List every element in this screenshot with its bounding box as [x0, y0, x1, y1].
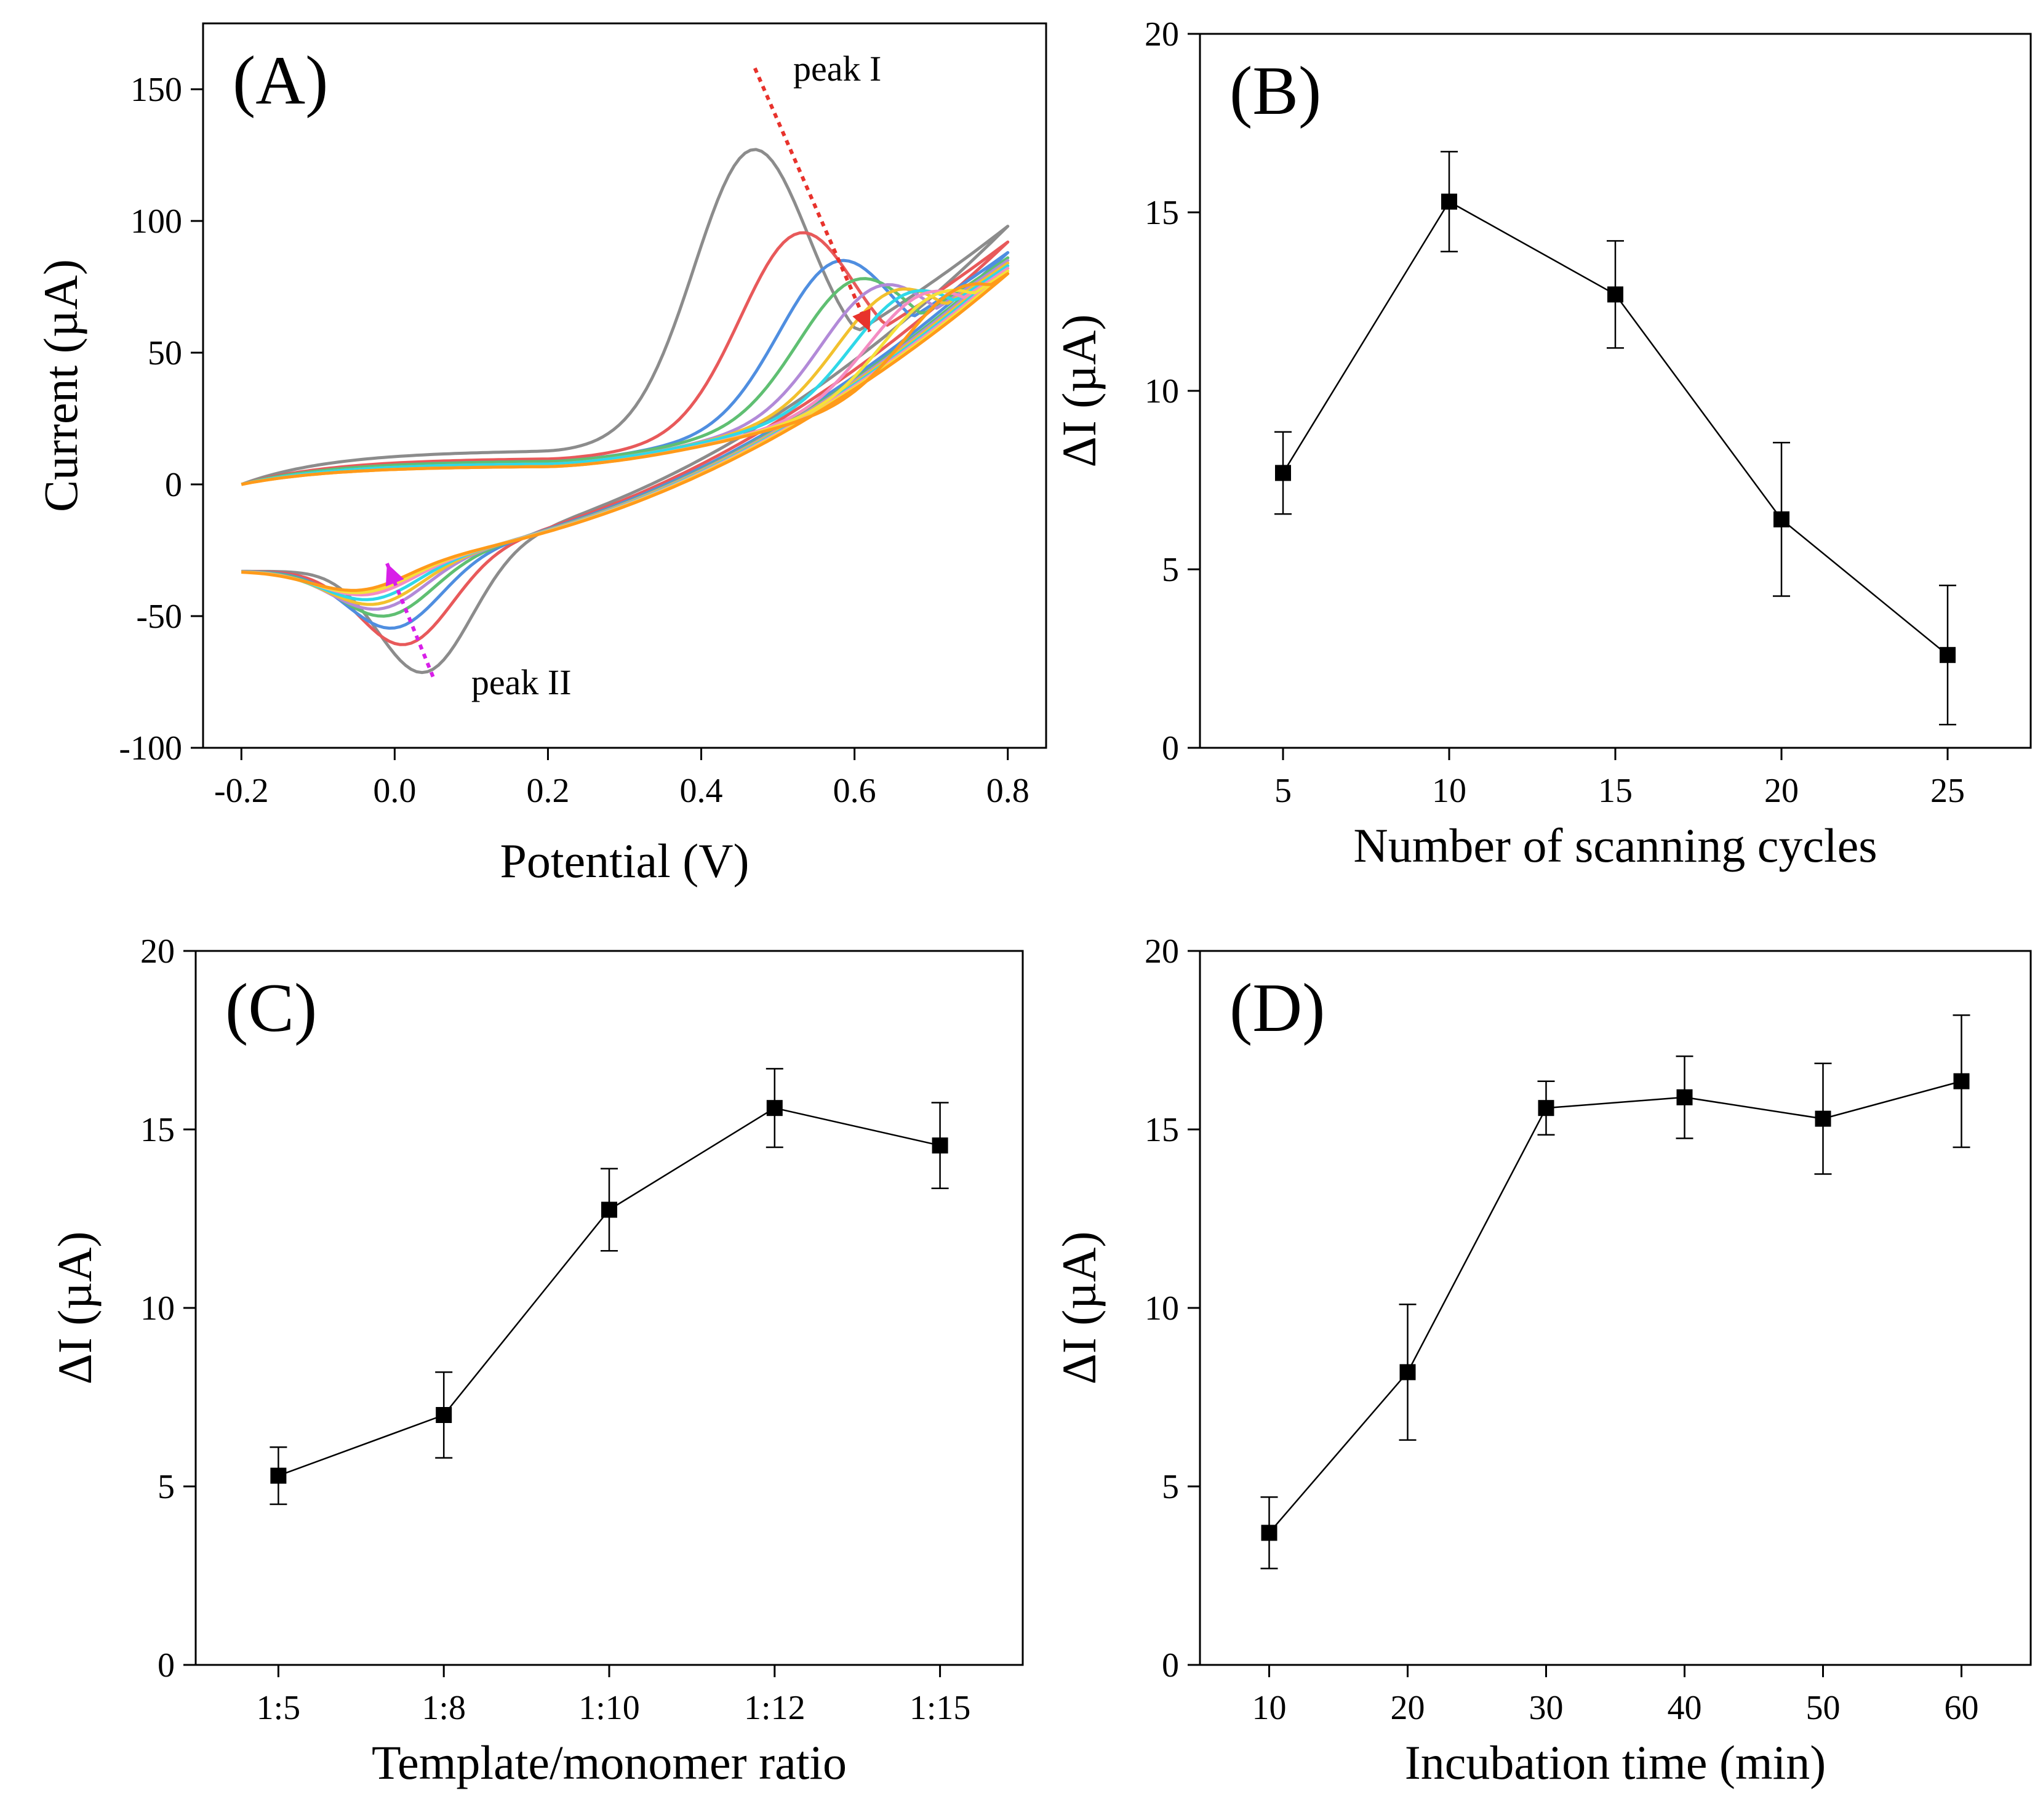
x-tick-label: -0.2 — [214, 772, 269, 810]
x-tick-label: 60 — [1945, 1689, 1979, 1727]
data-point — [1940, 647, 1956, 663]
x-tick-label: 1:15 — [910, 1689, 971, 1727]
x-tick-label: 40 — [1668, 1689, 1702, 1727]
x-axis-title: Potential (V) — [500, 834, 749, 888]
x-tick-label: 0.0 — [373, 772, 416, 810]
data-point — [1607, 286, 1623, 303]
y-tick-label: 10 — [1145, 1289, 1179, 1328]
x-tick-label: 50 — [1806, 1689, 1841, 1727]
panel-a-cyclic-voltammogram: -0.2 0.0 0.2 0.4 0.6 0.8 -100 -50 0 50 100 150 Poten… — [34, 22, 1047, 888]
y-tick-label: 50 — [148, 334, 182, 372]
x-axis-title: Template/monomer ratio — [372, 1736, 847, 1789]
panel-b-scanning-cycles-chart: 5 10 15 20 25 0 5 10 15 20 Number of scanning cycl… — [1052, 15, 2032, 872]
y-tick-label: 5 — [1162, 551, 1179, 589]
peak-annotation: peak I — [793, 49, 881, 89]
y-tick-label: 20 — [1145, 15, 1179, 54]
y-tick-label: 150 — [130, 71, 182, 109]
panel-c-template-ratio-chart: 1:5 1:8 1:10 1:12 1:15 0 5 10 15 20 Template/monom… — [48, 932, 1024, 1789]
panel-label: (D) — [1229, 970, 1325, 1046]
data-point — [1399, 1364, 1416, 1381]
x-tick-label: 0.4 — [680, 772, 723, 810]
y-tick-label: 20 — [140, 932, 175, 971]
x-tick-label: 15 — [1598, 772, 1633, 810]
x-tick-label: 1:10 — [578, 1689, 640, 1727]
x-tick-label: 10 — [1252, 1689, 1287, 1727]
x-tick-label: 1:5 — [257, 1689, 301, 1727]
cv-curve-scan-1 — [241, 148, 1010, 675]
x-tick-label: 20 — [1391, 1689, 1425, 1727]
data-point — [932, 1137, 948, 1154]
data-point — [601, 1201, 617, 1218]
y-tick-label: 5 — [1162, 1468, 1179, 1506]
panel-label: (C) — [225, 970, 317, 1046]
y-tick-label: 5 — [158, 1468, 175, 1506]
data-point — [1275, 465, 1291, 481]
y-tick-label: 100 — [130, 202, 182, 241]
y-tick-label: 20 — [1145, 932, 1179, 971]
y-tick-label: -100 — [119, 729, 182, 768]
x-tick-label: 10 — [1432, 772, 1466, 810]
y-axis-title: ΔI (µA) — [48, 1232, 102, 1385]
y-tick-label: 10 — [1145, 372, 1179, 411]
data-point — [1441, 193, 1457, 210]
x-tick-label: 1:8 — [422, 1689, 466, 1727]
data-point — [1676, 1089, 1693, 1105]
x-tick-label: 20 — [1764, 772, 1799, 810]
data-point — [270, 1467, 287, 1484]
x-tick-label: 0.8 — [986, 772, 1029, 810]
y-tick-label: 0 — [1162, 729, 1179, 768]
data-point — [1261, 1525, 1277, 1541]
data-point — [436, 1407, 452, 1423]
cv-curve-scan-2 — [241, 231, 1010, 646]
data-point — [766, 1100, 783, 1116]
y-tick-label: 10 — [140, 1289, 175, 1328]
x-tick-label: 25 — [1930, 772, 1965, 810]
peak-annotation: peak II — [471, 662, 572, 702]
panel-d-incubation-time-chart: 10 20 30 40 50 60 0 5 10 15 20 Incubation time (min… — [1052, 932, 2032, 1789]
x-tick-label: 30 — [1529, 1689, 1564, 1727]
trend-arrow — [753, 67, 872, 332]
y-tick-label: 15 — [140, 1111, 175, 1149]
y-tick-label: 15 — [1145, 194, 1179, 232]
plot-frame — [202, 22, 1047, 749]
trend-arrowhead — [852, 308, 871, 332]
data-point — [1538, 1100, 1554, 1116]
y-tick-label: -50 — [136, 598, 182, 636]
panel-label: (B) — [1229, 53, 1321, 129]
x-tick-label: 0.6 — [833, 772, 876, 810]
y-axis-title: ΔI (µA) — [1052, 315, 1106, 468]
x-axis-title: Number of scanning cycles — [1353, 819, 1877, 872]
x-tick-label: 1:12 — [744, 1689, 806, 1727]
panel-label: (A) — [233, 42, 328, 119]
x-tick-label: 0.2 — [526, 772, 569, 810]
data-point — [1953, 1073, 1970, 1089]
y-tick-label: 0 — [165, 466, 182, 504]
y-tick-label: 0 — [1162, 1646, 1179, 1685]
trend-arrowhead — [385, 563, 404, 587]
y-axis-title: ΔI (µA) — [1052, 1232, 1106, 1385]
data-line — [1268, 1080, 1962, 1534]
y-tick-label: 0 — [158, 1646, 175, 1685]
y-axis-title: Current (µA) — [34, 259, 87, 512]
data-point — [1773, 511, 1789, 527]
x-axis-title: Incubation time (min) — [1405, 1736, 1826, 1789]
y-tick-label: 15 — [1145, 1111, 1179, 1149]
cv-curve-scan-10 — [241, 272, 1010, 592]
data-point — [1815, 1110, 1831, 1127]
x-tick-label: 5 — [1274, 772, 1292, 810]
